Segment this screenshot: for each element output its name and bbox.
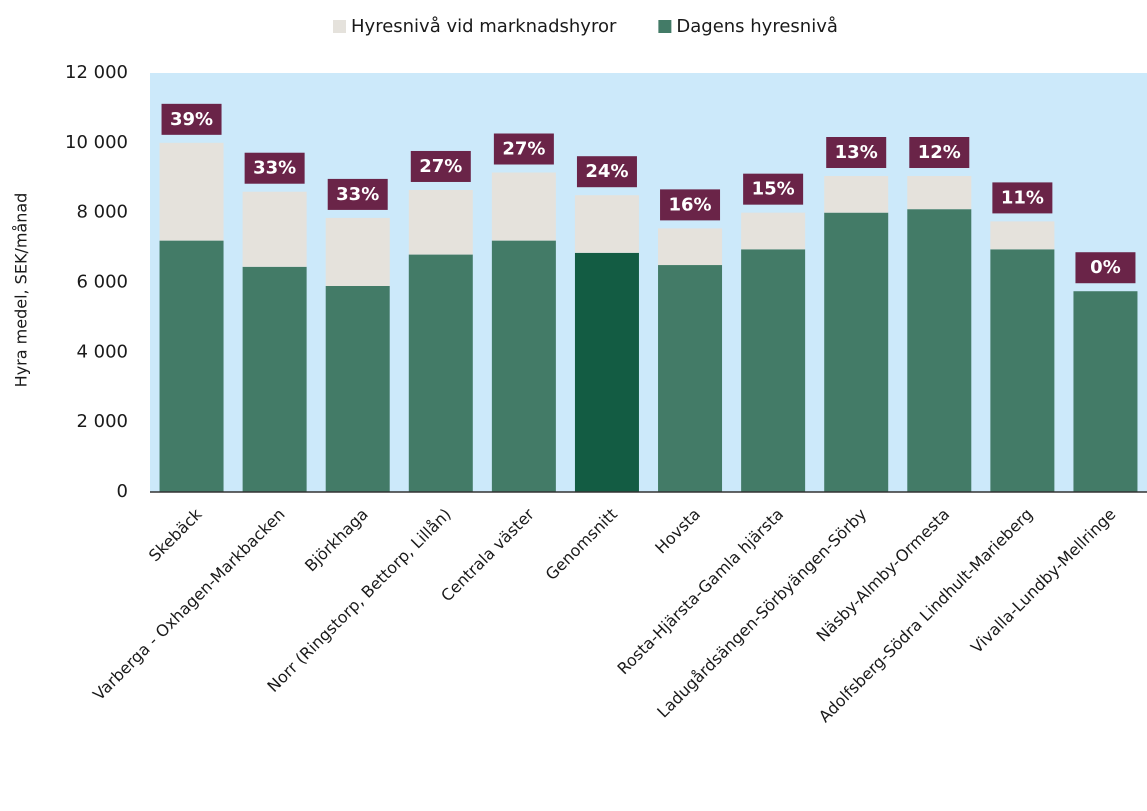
percent-box — [743, 173, 804, 205]
y-tick-label: 8 000 — [76, 202, 128, 223]
x-tick-label: Vivalla-Lundby-Mellringe — [967, 505, 1120, 658]
percent-label: 12% — [918, 142, 961, 163]
percent-label: 27% — [419, 156, 462, 177]
percent-label: 11% — [1001, 187, 1044, 208]
percent-label: 24% — [585, 161, 628, 182]
bar — [824, 212, 889, 492]
bar — [408, 189, 473, 255]
y-tick-label: 12 000 — [65, 62, 128, 83]
y-tick-label: 6 000 — [76, 272, 128, 293]
percent-box — [660, 189, 721, 221]
bar — [159, 142, 224, 241]
y-tick-label: 2 000 — [76, 411, 128, 432]
plot-area — [150, 73, 1147, 492]
percent-box — [244, 152, 305, 184]
bar — [242, 191, 307, 267]
bar — [741, 249, 806, 492]
percent-box — [909, 137, 970, 169]
bar — [325, 285, 390, 492]
bar — [242, 266, 307, 492]
x-tick-label: Rosta-Hjärsta-Gamla hjärsta — [614, 505, 788, 679]
bar — [741, 212, 806, 250]
percent-label: 0% — [1090, 257, 1121, 278]
x-tick-label: Norr (Ringstorp, Bettorp, Lillån) — [263, 505, 454, 696]
percent-box — [826, 137, 887, 169]
y-axis-label: Hyra medel, SEK/månad — [12, 193, 31, 388]
legend-label: Dagens hyresnivå — [676, 16, 838, 37]
bar — [325, 217, 390, 286]
bar — [990, 221, 1055, 250]
percent-label: 15% — [752, 179, 795, 200]
percent-label: 33% — [253, 158, 296, 179]
percent-box — [161, 103, 222, 135]
percent-label: 39% — [170, 109, 213, 130]
percent-box — [992, 182, 1053, 214]
bar — [658, 265, 723, 492]
percent-box — [1075, 252, 1136, 284]
y-tick-label: 4 000 — [76, 341, 128, 362]
bar — [907, 209, 972, 493]
bar — [907, 176, 972, 210]
percent-label: 16% — [668, 194, 711, 215]
x-tick-label: Näsby-Almby-Ormesta — [812, 505, 953, 646]
bar — [408, 254, 473, 492]
bar — [1073, 291, 1138, 492]
x-tick-label: Skebäck — [145, 504, 206, 565]
percent-label: 33% — [336, 184, 379, 205]
y-tick-label: 10 000 — [65, 132, 128, 153]
bar — [574, 252, 639, 492]
percent-box — [327, 178, 388, 210]
legend-swatch — [658, 20, 672, 33]
x-tick-label: Genomsnitt — [542, 505, 621, 584]
bar — [159, 240, 224, 492]
legend-label: Hyresnivå vid marknadshyror — [351, 16, 617, 37]
bar — [990, 249, 1055, 492]
percent-box — [493, 133, 554, 165]
bar — [574, 195, 639, 253]
percent-label: 13% — [835, 142, 878, 163]
percent-box — [576, 156, 637, 188]
percent-label: 27% — [502, 139, 545, 160]
bar — [658, 228, 723, 266]
bar — [491, 240, 556, 492]
x-tick-label: Björkhaga — [301, 505, 372, 576]
legend-swatch — [333, 20, 346, 33]
x-tick-label: Hovsta — [651, 505, 704, 558]
percent-box — [410, 150, 471, 182]
y-tick-label: 0 — [117, 481, 128, 502]
bar — [824, 176, 889, 213]
bar — [491, 172, 556, 241]
